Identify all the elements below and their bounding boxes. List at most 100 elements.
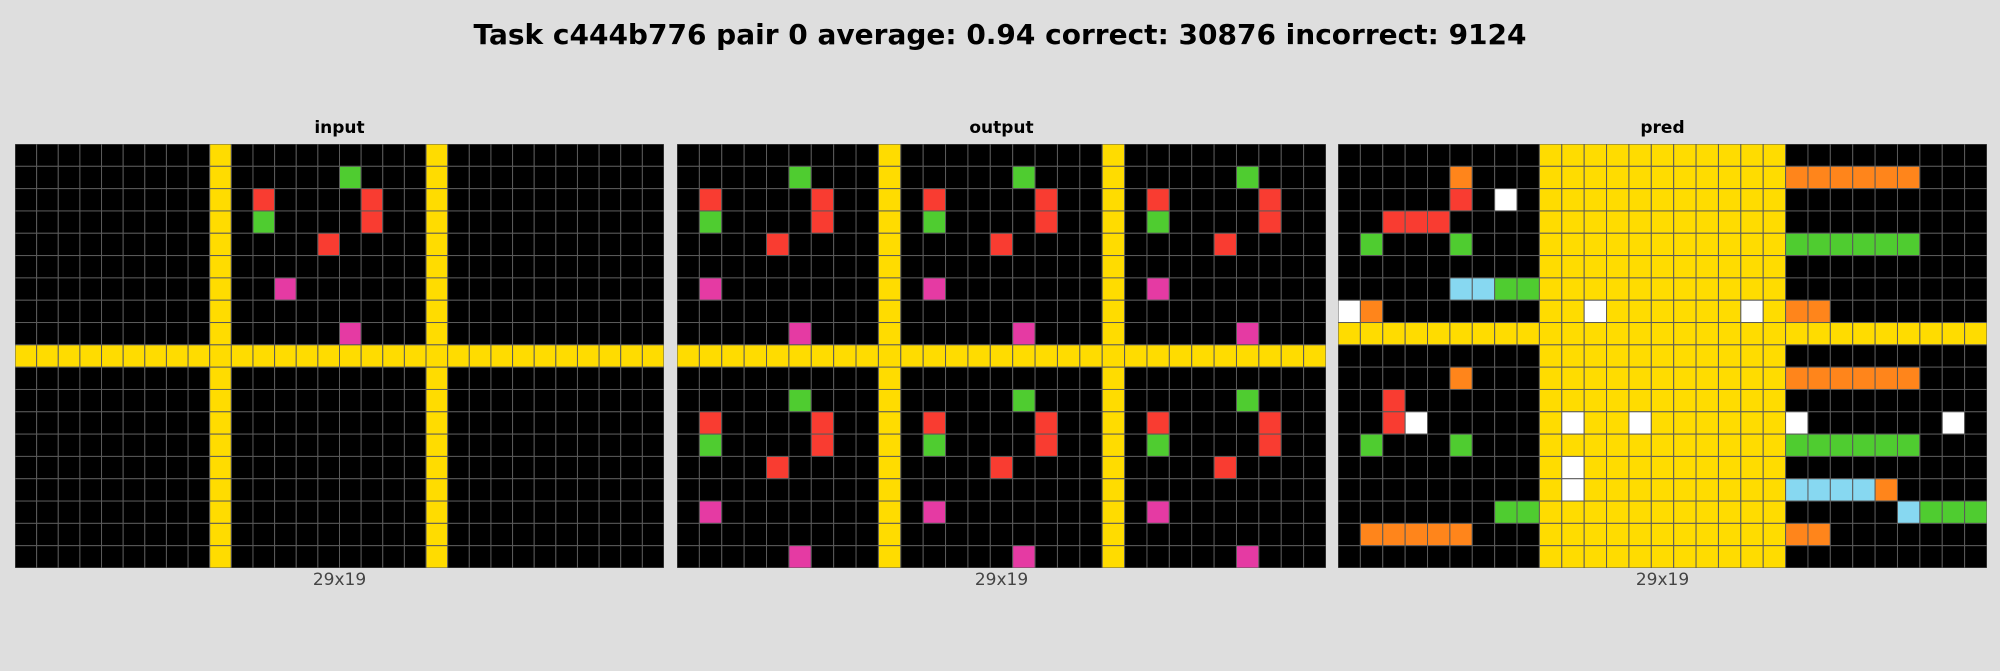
grid-cell: [1650, 232, 1675, 257]
grid-cell: [1829, 522, 1854, 547]
grid-cell: [1919, 388, 1943, 413]
grid-cell: [1762, 232, 1787, 257]
grid-cell: [1280, 411, 1305, 435]
grid-cell: [810, 210, 835, 234]
grid-cell: [1146, 277, 1170, 301]
grid-cell: [1516, 478, 1540, 502]
grid-cell: [1146, 144, 1170, 167]
grid-cell: [989, 255, 1014, 279]
grid-cell: [187, 545, 211, 568]
grid-cell: [122, 478, 146, 502]
grid-cell: [1303, 545, 1326, 568]
grid-cell: [641, 522, 664, 547]
grid-cell: [1583, 455, 1608, 480]
grid-cell: [677, 500, 700, 524]
grid-cell: [79, 388, 103, 413]
grid-cell: [1427, 232, 1451, 257]
grid-cell: [1056, 188, 1081, 212]
grid-cell: [360, 344, 384, 368]
grid-cell: [1538, 388, 1563, 413]
grid-cell: [1012, 232, 1036, 257]
grid-cell: [1516, 322, 1540, 346]
grid-cell: [79, 478, 103, 502]
grid-cell: [490, 144, 514, 167]
grid-cell: [1404, 478, 1429, 502]
grid-cell: [677, 366, 700, 390]
grid-cell: [1124, 411, 1148, 435]
grid-cell: [295, 545, 319, 568]
grid-cell: [1919, 344, 1943, 368]
grid-cell: [967, 411, 991, 435]
grid-cell: [1606, 144, 1630, 167]
grid-cell: [855, 433, 879, 457]
grid-cell: [252, 366, 276, 390]
grid-cell: [1449, 433, 1473, 457]
grid-cell: [1124, 255, 1148, 279]
grid-cell: [1695, 455, 1719, 480]
grid-cell: [317, 522, 340, 547]
grid-cell: [1650, 478, 1675, 502]
grid-cell: [1695, 522, 1719, 547]
grid-cell: [1449, 144, 1473, 167]
grid-cell: [877, 411, 902, 435]
grid-cell: [122, 188, 146, 212]
grid-cell: [721, 255, 745, 279]
grid-cell: [877, 322, 902, 346]
grid-cell: [447, 255, 470, 279]
grid-cell: [1427, 366, 1451, 390]
grid-cell: [317, 255, 340, 279]
grid-cell: [1101, 322, 1126, 346]
grid-cell: [1628, 165, 1652, 190]
grid-cell: [1538, 255, 1563, 279]
grid-cell: [1359, 478, 1384, 502]
grid-cell: [922, 500, 947, 524]
grid-cell: [1628, 411, 1652, 435]
grid-cell: [855, 144, 879, 167]
grid-cell: [382, 411, 405, 435]
grid-cell: [1673, 455, 1697, 480]
grid-cell: [1168, 388, 1193, 413]
grid-cell: [165, 277, 189, 301]
grid-cell: [403, 478, 427, 502]
grid-cell: [1583, 232, 1608, 257]
grid-cell: [1494, 388, 1518, 413]
grid-cell: [1717, 322, 1742, 346]
grid-cell: [1338, 322, 1361, 346]
grid-cell: [274, 344, 297, 368]
grid-cell: [1056, 366, 1081, 390]
grid-cell: [187, 455, 211, 480]
grid-cell: [1561, 433, 1585, 457]
grid-cell: [555, 388, 578, 413]
grid-cell: [1896, 165, 1921, 190]
grid-cell: [1079, 433, 1103, 457]
grid-cell: [1583, 433, 1608, 457]
grid-cell: [1829, 144, 1854, 167]
grid-cell: [1303, 522, 1326, 547]
grid-cell: [187, 322, 211, 346]
grid-cell: [209, 500, 232, 524]
grid-cell: [1303, 210, 1326, 234]
grid-cell: [1717, 522, 1742, 547]
grid-cell: [555, 366, 578, 390]
grid-cell: [79, 545, 103, 568]
grid-cell: [1427, 165, 1451, 190]
grid-cell: [1338, 522, 1361, 547]
grid-cell: [1896, 299, 1921, 324]
grid-cell: [295, 433, 319, 457]
grid-cell: [1404, 255, 1429, 279]
grid-cell: [101, 366, 124, 390]
grid-cell: [360, 433, 384, 457]
grid-cell: [1941, 500, 1966, 524]
grid-cell: [1213, 277, 1237, 301]
grid-cell: [1494, 322, 1518, 346]
grid-cell: [1471, 366, 1496, 390]
grid-cell: [1695, 144, 1719, 167]
grid-cell: [1829, 232, 1854, 257]
grid-cell: [1785, 210, 1809, 234]
grid-cell: [1168, 455, 1193, 480]
grid-cell: [1628, 455, 1652, 480]
grid-cell: [788, 500, 812, 524]
grid-cell: [598, 411, 622, 435]
grid-cell: [252, 232, 276, 257]
grid-cell: [810, 255, 835, 279]
